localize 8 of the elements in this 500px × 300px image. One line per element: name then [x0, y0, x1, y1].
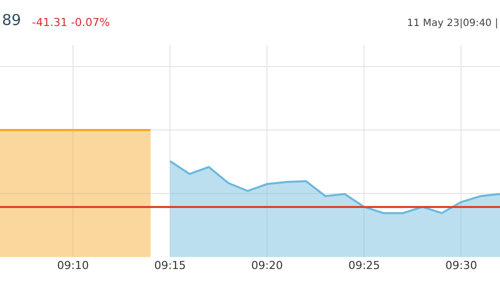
x-tick-label: 09:10 — [57, 259, 89, 272]
x-tick-label: 09:15 — [154, 259, 186, 272]
text: 11 May 23|09:40 | — [407, 18, 498, 29]
x-tick-label: 09:25 — [348, 259, 380, 272]
text: -41.31 -0.07% — [32, 16, 110, 29]
x-tick-label: 09:30 — [445, 259, 478, 272]
x-tick-label: 09:20 — [251, 259, 283, 272]
text: 89 — [2, 11, 22, 29]
